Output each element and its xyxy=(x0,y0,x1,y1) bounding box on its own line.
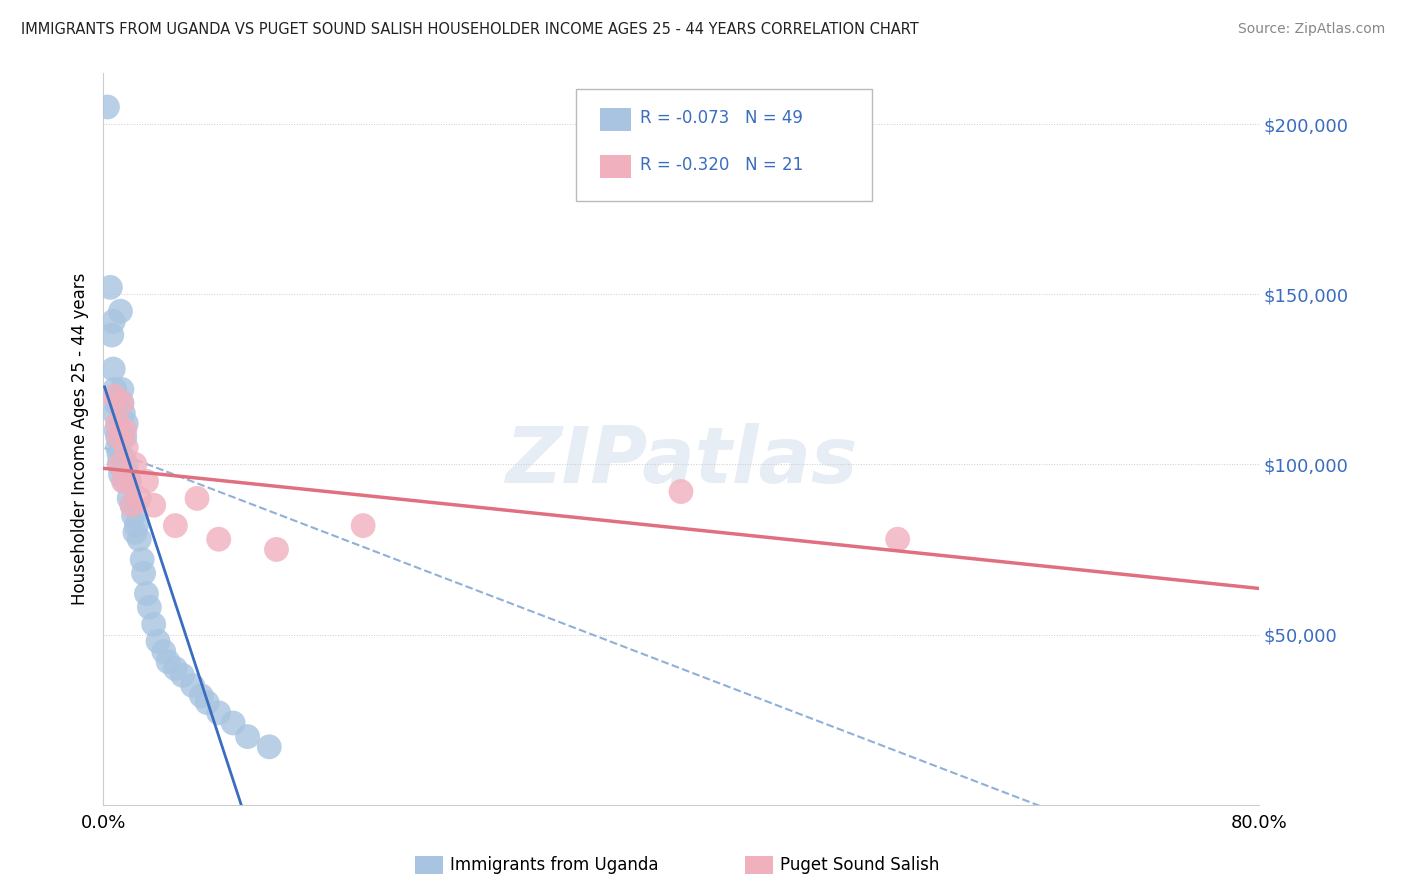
Point xyxy=(172,668,194,682)
Point xyxy=(142,498,165,512)
Point xyxy=(259,739,281,754)
Point xyxy=(157,655,180,669)
Point xyxy=(122,508,145,523)
Point xyxy=(128,533,150,547)
Point xyxy=(886,533,908,547)
Point xyxy=(103,314,125,328)
Text: Source: ZipAtlas.com: Source: ZipAtlas.com xyxy=(1237,22,1385,37)
Text: ZIPatlas: ZIPatlas xyxy=(505,423,858,499)
Point xyxy=(138,600,160,615)
Point xyxy=(153,644,176,658)
Point xyxy=(114,475,136,489)
Point xyxy=(110,304,132,318)
Point xyxy=(104,406,127,420)
Point xyxy=(114,430,136,444)
Point xyxy=(208,706,231,720)
Text: IMMIGRANTS FROM UGANDA VS PUGET SOUND SALISH HOUSEHOLDER INCOME AGES 25 - 44 YEA: IMMIGRANTS FROM UGANDA VS PUGET SOUND SA… xyxy=(21,22,920,37)
Point xyxy=(121,498,143,512)
Point xyxy=(132,566,155,581)
Point xyxy=(98,280,121,294)
Point xyxy=(110,467,132,482)
Y-axis label: Householder Income Ages 25 - 44 years: Householder Income Ages 25 - 44 years xyxy=(72,273,89,605)
Point xyxy=(135,587,157,601)
Point xyxy=(107,430,129,444)
Point xyxy=(669,484,692,499)
Point xyxy=(222,716,245,731)
Point xyxy=(111,396,134,410)
Point xyxy=(128,491,150,506)
Point xyxy=(105,423,128,437)
Point xyxy=(208,533,231,547)
Point xyxy=(96,100,118,114)
Point xyxy=(142,617,165,632)
Point xyxy=(181,679,204,693)
Point xyxy=(108,447,131,461)
Point xyxy=(107,417,129,431)
Text: Immigrants from Uganda: Immigrants from Uganda xyxy=(450,856,658,874)
Point xyxy=(112,450,135,465)
Point xyxy=(165,518,187,533)
Point xyxy=(104,383,127,397)
Point xyxy=(111,383,134,397)
Point xyxy=(146,634,169,648)
Point xyxy=(124,458,146,472)
Point xyxy=(103,362,125,376)
Point xyxy=(118,475,141,489)
Point xyxy=(107,440,129,454)
Point xyxy=(266,542,288,557)
Point xyxy=(121,498,143,512)
Point xyxy=(135,475,157,489)
Point xyxy=(124,525,146,540)
Point xyxy=(111,396,134,410)
Point xyxy=(131,552,153,566)
Point xyxy=(117,467,139,482)
Point xyxy=(352,518,374,533)
Point xyxy=(115,458,138,472)
Text: Puget Sound Salish: Puget Sound Salish xyxy=(780,856,939,874)
Point xyxy=(114,423,136,437)
Point xyxy=(108,430,131,444)
Point xyxy=(110,458,132,472)
Point xyxy=(112,406,135,420)
Point xyxy=(111,430,134,444)
Text: R = -0.320   N = 21: R = -0.320 N = 21 xyxy=(640,156,803,174)
Point xyxy=(108,458,131,472)
Point xyxy=(118,491,141,506)
Point xyxy=(101,328,124,343)
Point xyxy=(115,417,138,431)
Point xyxy=(118,475,141,489)
Text: R = -0.073   N = 49: R = -0.073 N = 49 xyxy=(640,109,803,127)
Point xyxy=(190,689,212,703)
Point xyxy=(186,491,208,506)
Point xyxy=(115,440,138,454)
Point xyxy=(104,389,127,403)
Point xyxy=(236,730,259,744)
Point xyxy=(165,661,187,675)
Point xyxy=(112,475,135,489)
Point xyxy=(195,696,218,710)
Point xyxy=(125,518,148,533)
Point xyxy=(105,396,128,410)
